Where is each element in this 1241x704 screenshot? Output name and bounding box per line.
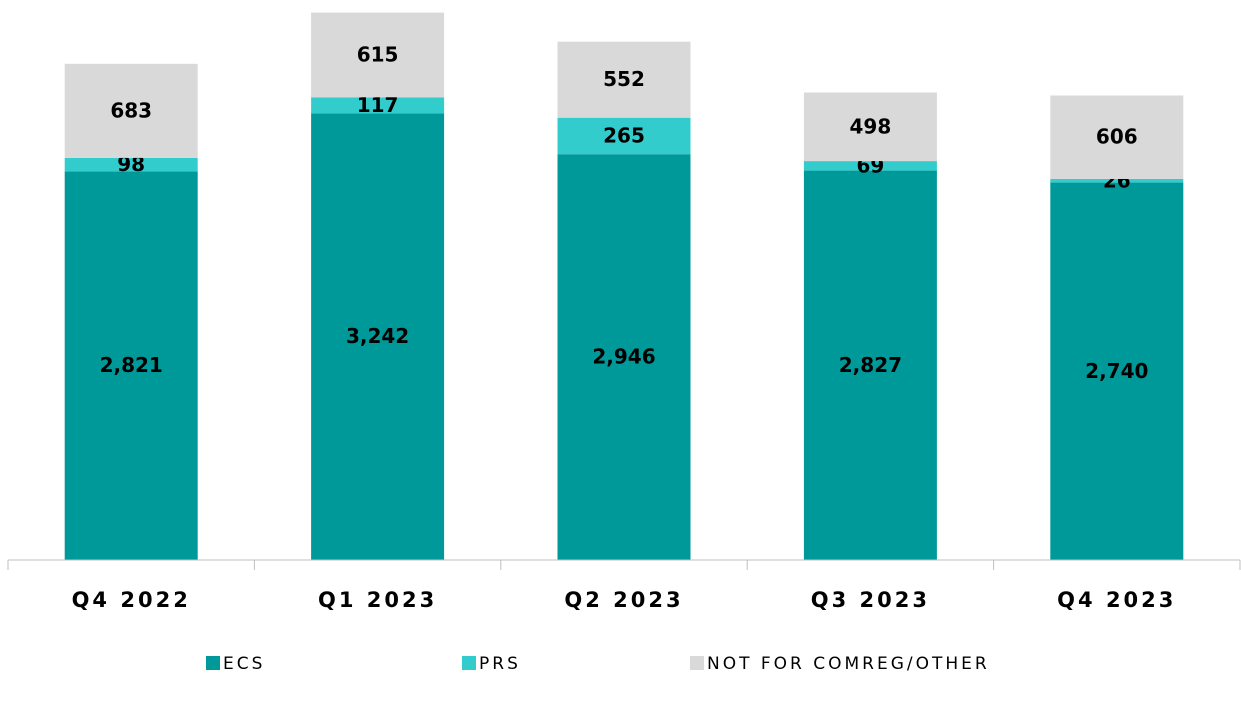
bar-segment [64,171,198,560]
bar-segment [311,12,445,98]
data-label: 498 [850,114,892,138]
data-label: 2,821 [100,353,163,377]
bar-segment [803,170,937,560]
data-label: 3,242 [346,324,409,348]
legend-label: ECS [223,654,265,674]
data-label: 552 [603,67,645,91]
data-label: 606 [1096,125,1138,149]
data-label: 2,946 [592,345,655,369]
bar-segment [557,41,691,118]
bar-segment [1050,178,1184,183]
data-label: 265 [603,123,645,147]
legend-swatch [206,656,220,670]
legend-label: NOT FOR COMREG/OTHER [707,654,990,674]
bar-segment [1050,95,1184,179]
bar-segment [311,97,445,114]
bar-segment [311,113,445,561]
legend-label: PRS [479,654,521,674]
legend-swatch [462,656,476,670]
x-tick-label: Q3 2023 [811,588,930,612]
data-label: 2,740 [1085,359,1148,383]
x-tick-label: Q4 2023 [1057,588,1176,612]
bar-segment [803,92,937,162]
data-label: 2,827 [839,353,902,377]
x-tick-label: Q2 2023 [564,588,683,612]
bar-segment [557,117,691,155]
x-tick-label: Q1 2023 [318,588,437,612]
bar-segment [64,157,198,172]
data-label: 615 [357,42,399,66]
bar-segment [64,63,198,158]
data-label: 683 [110,98,152,122]
bar-segment [803,161,937,171]
x-tick-label: Q4 2022 [72,588,191,612]
bar-segment [557,154,691,560]
bar-segment [1050,182,1184,560]
legend-swatch [690,656,704,670]
